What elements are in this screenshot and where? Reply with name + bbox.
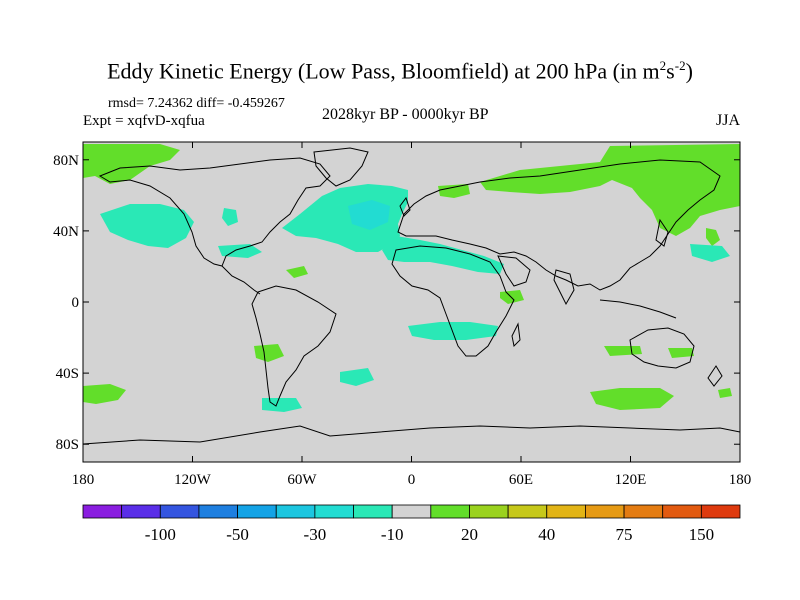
negative-anomaly-pacific-small bbox=[222, 208, 238, 226]
colorbar: -100 -50 -30 -10 20 40 75 150 bbox=[82, 504, 741, 544]
colorbar-box bbox=[585, 504, 625, 519]
positive-anomaly-north-pacific bbox=[706, 228, 720, 246]
colorbar-label: -10 bbox=[381, 525, 404, 544]
positive-anomaly-tropics bbox=[286, 266, 308, 278]
experiment-label: Expt = xqfvD-xqfua bbox=[83, 113, 205, 129]
coast-north-america bbox=[98, 157, 331, 267]
negative-anomaly-mediterranean bbox=[382, 236, 504, 274]
colorbar-box bbox=[546, 504, 586, 519]
colorbar-box bbox=[507, 504, 548, 519]
lat-tick-label: 0 bbox=[72, 295, 80, 311]
season-label: JJA bbox=[716, 112, 741, 129]
coast-greenland bbox=[313, 147, 369, 187]
colorbar-box bbox=[159, 504, 200, 519]
colorbar-box bbox=[237, 504, 277, 519]
positive-anomaly-siberia bbox=[480, 144, 740, 236]
positive-anomaly-south-indian bbox=[618, 346, 634, 352]
positive-anomaly-scandinavia bbox=[438, 184, 470, 198]
period-label: 2028kyr BP - 0000kyr BP bbox=[322, 106, 489, 123]
rmsd-label: rmsd= 7.24362 diff= -0.459267 bbox=[108, 96, 285, 111]
positive-anomaly-south-pacific-east bbox=[254, 344, 284, 362]
positive-anomaly-indian-ocean bbox=[590, 388, 674, 410]
colorbar-box bbox=[198, 504, 238, 519]
coast-antarctica bbox=[82, 425, 741, 445]
colorbar-label: -30 bbox=[304, 525, 327, 544]
coastlines bbox=[82, 147, 741, 445]
colorbar-box bbox=[623, 504, 664, 519]
colorbar-labels: -100 -50 -30 -10 20 40 75 150 bbox=[145, 525, 714, 544]
figure-title: Eddy Kinetic Energy (Low Pass, Bloomfiel… bbox=[107, 58, 693, 84]
coast-africa bbox=[391, 245, 515, 357]
negative-anomaly-south-pacific bbox=[340, 368, 374, 386]
negative-anomaly-east-asia bbox=[690, 244, 730, 262]
colorbar-box bbox=[82, 504, 123, 519]
positive-anomaly-south-pacific-west bbox=[83, 384, 126, 404]
coast-central-america bbox=[221, 265, 261, 295]
positive-anomaly-small-south bbox=[718, 388, 732, 398]
colorbar-boxes bbox=[82, 504, 741, 519]
lon-tick-label: 0 bbox=[408, 472, 416, 488]
colorbar-box bbox=[314, 504, 354, 519]
axis-ticks bbox=[82, 142, 741, 462]
colorbar-label: -50 bbox=[226, 525, 249, 544]
colorbar-box bbox=[662, 504, 702, 519]
colorbar-label: 75 bbox=[616, 525, 633, 544]
coast-british-isles bbox=[399, 196, 411, 217]
lon-tick-label: 60W bbox=[287, 472, 317, 488]
map-panel: 80N 40N 0 40S 80S 180 120W 60W 0 60E 120E 180 bbox=[53, 141, 751, 488]
negative-anomaly-north-atlantic bbox=[282, 184, 408, 252]
coast-madagascar bbox=[511, 322, 521, 348]
axis-labels: 80N 40N 0 40S 80S 180 120W 60W 0 60E 120E 180 bbox=[53, 153, 751, 488]
coast-south-america bbox=[251, 285, 337, 407]
lon-tick-label: 60E bbox=[509, 472, 533, 488]
coast-india bbox=[553, 269, 575, 306]
lon-tick-label: 120E bbox=[615, 472, 647, 488]
colorbar-box bbox=[353, 504, 393, 519]
negative-anomaly-south-america bbox=[262, 398, 302, 412]
colorbar-box bbox=[121, 504, 161, 519]
colorbar-box bbox=[430, 504, 470, 519]
lat-tick-label: 40S bbox=[56, 366, 79, 382]
colorbar-box bbox=[275, 504, 316, 519]
lat-tick-label: 40N bbox=[53, 224, 79, 240]
positive-anomaly-australia bbox=[668, 348, 694, 358]
coast-japan bbox=[655, 218, 669, 247]
coast-eurasia bbox=[397, 159, 721, 291]
lon-tick-label: 180 bbox=[729, 472, 752, 488]
colorbar-label: -100 bbox=[145, 525, 176, 544]
colorbar-box bbox=[469, 504, 509, 519]
negative-anomaly-south-atlantic bbox=[408, 322, 498, 340]
positive-anomaly-arctic-west bbox=[83, 144, 180, 184]
positive-anomaly-east-africa bbox=[500, 290, 524, 304]
colorbar-box bbox=[700, 504, 741, 519]
colorbar-box bbox=[391, 504, 432, 519]
coast-new-zealand bbox=[707, 365, 723, 387]
lat-tick-label: 80S bbox=[56, 437, 79, 453]
negative-anomaly-north-atlantic-core bbox=[348, 200, 390, 230]
negative-anomaly-north-pacific-west bbox=[100, 204, 194, 248]
lon-tick-label: 120W bbox=[174, 472, 212, 488]
anomaly-fields bbox=[83, 144, 740, 412]
colorbar-label: 20 bbox=[461, 525, 478, 544]
lat-tick-label: 80N bbox=[53, 153, 79, 169]
coast-australia bbox=[629, 327, 695, 369]
lon-tick-label: 180 bbox=[72, 472, 95, 488]
coast-indonesia bbox=[599, 299, 677, 319]
colorbar-label: 150 bbox=[689, 525, 715, 544]
colorbar-label: 40 bbox=[538, 525, 555, 544]
coast-arabia bbox=[497, 255, 531, 287]
